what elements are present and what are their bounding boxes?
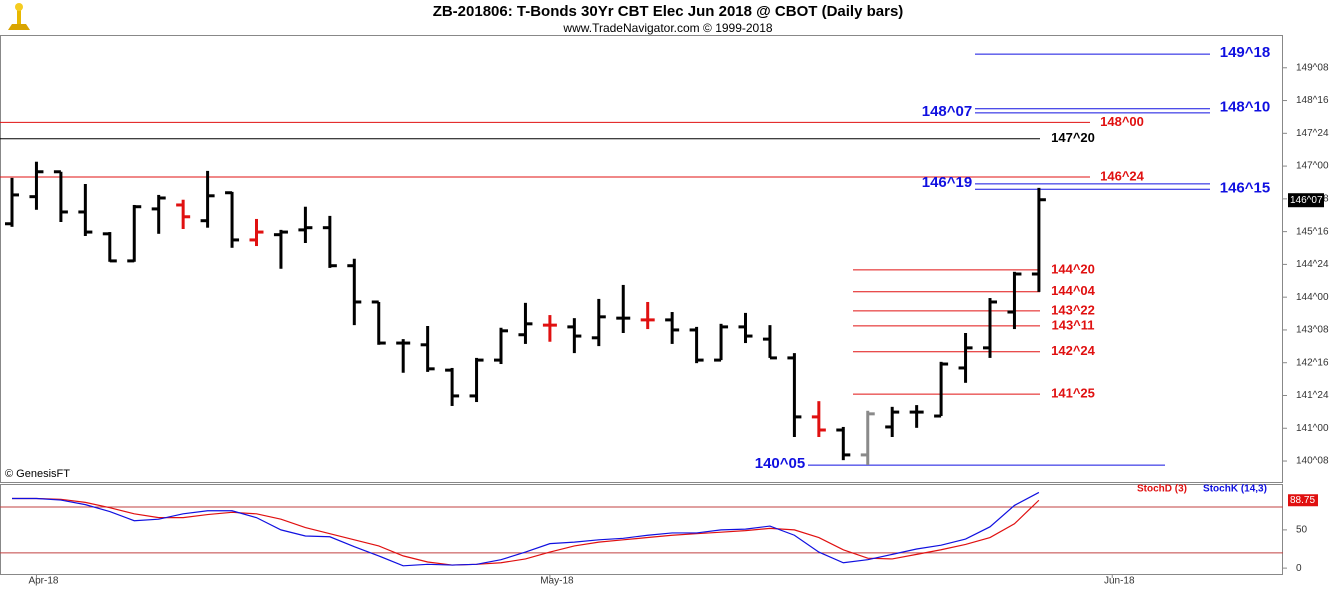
y-tick-label: 144^24 bbox=[1296, 259, 1329, 270]
last-price-box bbox=[1288, 193, 1324, 208]
stoch-line bbox=[12, 497, 1040, 566]
y-tick-label: 144^00 bbox=[1296, 292, 1329, 303]
level-label: 143^11 bbox=[1051, 317, 1094, 332]
level-label: 149^18 bbox=[1220, 44, 1270, 61]
level-label: 140^05 bbox=[755, 455, 805, 472]
level-label: 148^10 bbox=[1220, 99, 1270, 116]
level-label: 144^20 bbox=[1051, 261, 1095, 276]
level-label: 146^24 bbox=[1100, 168, 1145, 183]
y-tick-label: 140^08 bbox=[1296, 456, 1329, 467]
legend-entry: StochD (3) bbox=[1137, 484, 1187, 495]
x-tick-label: May-18 bbox=[540, 576, 574, 587]
indicator-panel bbox=[0, 484, 1283, 575]
stoch-line bbox=[12, 491, 1040, 567]
level-label: 146^19 bbox=[922, 174, 972, 191]
level-label: 147^20 bbox=[1051, 130, 1095, 145]
y-tick-label: 141^24 bbox=[1296, 390, 1329, 401]
y-tick-label: 143^08 bbox=[1296, 325, 1329, 336]
level-label: 143^22 bbox=[1051, 302, 1095, 317]
last-value-label: 88.75 bbox=[1290, 495, 1315, 506]
legend-entry: StochK (14,3) bbox=[1203, 484, 1267, 495]
y-tick-label: 141^00 bbox=[1296, 423, 1329, 434]
level-label: 142^24 bbox=[1051, 343, 1096, 358]
y-tick-label: 149^08 bbox=[1296, 62, 1329, 73]
last-price-label: 146^07 bbox=[1290, 195, 1323, 206]
y-tick-label: 50 bbox=[1296, 525, 1308, 536]
y-tick-label: 148^16 bbox=[1296, 95, 1329, 106]
y-tick-label: 142^16 bbox=[1296, 357, 1329, 368]
x-tick-label: Jun-18 bbox=[1104, 576, 1135, 587]
level-label: 148^07 bbox=[922, 103, 972, 120]
level-label: 141^25 bbox=[1051, 386, 1095, 401]
y-tick-label: 145^16 bbox=[1296, 226, 1329, 237]
chart-title: ZB-201806: T-Bonds 30Yr CBT Elec Jun 201… bbox=[433, 3, 904, 20]
price-panel bbox=[0, 35, 1283, 483]
level-label: 148^00 bbox=[1100, 114, 1144, 129]
y-tick-label: 147^24 bbox=[1296, 128, 1329, 139]
level-label: 146^15 bbox=[1220, 179, 1270, 196]
level-label: 144^04 bbox=[1051, 283, 1096, 298]
watermark: © GenesisFT bbox=[5, 468, 70, 480]
y-tick-label: 0 bbox=[1296, 563, 1302, 574]
y-tick-label: 147^00 bbox=[1296, 161, 1329, 172]
chart-subtitle: www.TradeNavigator.com © 1999-2018 bbox=[562, 21, 772, 35]
x-tick-label: Apr-18 bbox=[28, 576, 58, 587]
logo bbox=[8, 3, 30, 30]
last-value-box bbox=[1288, 494, 1318, 507]
